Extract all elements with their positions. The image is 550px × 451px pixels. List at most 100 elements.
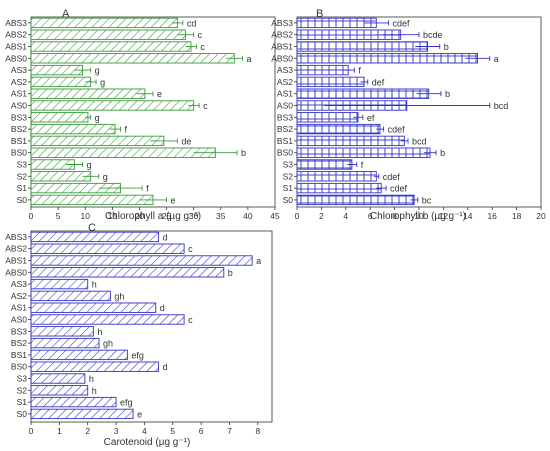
category-label: ABS1: [271, 42, 293, 52]
significance-letter: f: [146, 184, 149, 194]
bar-abs1: [30, 41, 192, 52]
bar-abs3: [30, 17, 178, 29]
bar-as0: [30, 314, 185, 325]
panel-b: B 0 2 4 6 8 10 12 14 16 18 20 ABS3 cdef ABS2 bcde ABS1 b…: [271, 8, 546, 222]
category-label: BS0: [277, 148, 293, 158]
panel-c-label: C: [88, 222, 96, 234]
significance-letter: b: [445, 89, 450, 99]
significance-letter: a: [256, 256, 261, 266]
bar-s1: [296, 182, 382, 194]
bar-s2: [30, 385, 89, 396]
significance-letter: c: [188, 315, 193, 325]
category-label: AS2: [11, 77, 27, 87]
panel-a-plot: 0 5 10 15 20 25 30 35 40 45 ABS3 cd ABS2 c ABS1 c ABS0 a A…: [5, 16, 280, 221]
category-label: BS1: [277, 136, 293, 146]
bar-abs2: [30, 29, 186, 40]
bar-s0: [296, 194, 415, 206]
significance-letter: efg: [131, 350, 144, 360]
category-label: AS3: [277, 65, 293, 75]
bar-abs1: [30, 255, 253, 266]
x-tick-label: 4: [142, 426, 147, 436]
category-label: BS3: [277, 112, 293, 122]
bar-bs1: [30, 135, 165, 147]
category-label: BS0: [11, 362, 27, 372]
bar-bs1: [296, 135, 405, 147]
panel-b-plot: 0 2 4 6 8 10 12 14 16 18 20 ABS3 cdef ABS2 bcde ABS1 b AB…: [271, 16, 546, 221]
significance-letter: ef: [367, 113, 375, 123]
bar-s3: [296, 159, 353, 170]
significance-letter: b: [444, 42, 449, 52]
bar-bs0: [30, 361, 160, 372]
bar-abs2: [30, 243, 185, 254]
significance-letter: cdef: [388, 125, 406, 135]
category-label: S3: [17, 160, 28, 170]
bar-as3: [296, 64, 349, 76]
significance-letter: c: [203, 101, 208, 111]
bar-as0: [30, 100, 195, 111]
x-tick-label: 18: [512, 211, 522, 221]
x-tick-label: 2: [85, 426, 90, 436]
bar-bs3: [296, 112, 359, 123]
category-label: AS2: [277, 77, 293, 87]
category-label: BS2: [277, 124, 293, 134]
category-label: AS1: [277, 89, 293, 99]
bar-bs0: [296, 147, 431, 158]
category-label: S1: [283, 183, 294, 193]
bar-abs0: [296, 53, 479, 64]
category-label: S2: [283, 171, 294, 181]
x-tick-label: 7: [227, 426, 232, 436]
significance-letter: gh: [103, 339, 113, 349]
x-tick-label: 0: [295, 211, 300, 221]
bar-as2: [296, 76, 365, 88]
significance-letter: de: [181, 136, 191, 146]
bar-as2: [30, 76, 92, 88]
x-tick-label: 40: [243, 211, 253, 221]
bar-as2: [30, 290, 111, 302]
x-tick-label: 5: [170, 426, 175, 436]
category-label: BS1: [11, 136, 27, 146]
bar-as1: [296, 88, 430, 99]
category-label: AS1: [11, 303, 27, 313]
significance-letter: gh: [114, 291, 124, 301]
significance-letter: bcd: [412, 136, 427, 146]
significance-letter: e: [137, 409, 142, 419]
x-tick-label: 15: [108, 211, 118, 221]
significance-letter: e: [157, 89, 162, 99]
bar-s2: [30, 171, 92, 182]
bar-bs1: [30, 349, 128, 361]
panel-a-label: A: [62, 8, 70, 20]
significance-letter: c: [188, 244, 193, 254]
significance-letter: g: [87, 160, 92, 170]
category-label: ABS3: [5, 18, 27, 28]
significance-letter: b: [228, 268, 233, 278]
significance-letter: b: [241, 148, 246, 158]
bar-abs0: [30, 53, 235, 64]
category-label: S1: [17, 183, 28, 193]
x-tick-label: 3: [114, 426, 119, 436]
panel-b-label: B: [316, 8, 323, 20]
bar-bs2: [30, 123, 116, 135]
significance-letter: d: [163, 232, 168, 242]
bar-bs2: [30, 337, 100, 349]
category-label: BS3: [11, 326, 27, 336]
category-label: ABS1: [5, 256, 27, 266]
panel-c: C 0 1 2 3 4 5 6 7 8 ABS3 d ABS2 c ABS1 a ABS0 b AS3 h AS2 gh…: [5, 222, 273, 448]
category-label: ABS2: [271, 30, 293, 40]
significance-letter: f: [124, 125, 127, 135]
x-tick-label: 2: [319, 211, 324, 221]
category-label: AS0: [277, 101, 293, 111]
significance-letter: d: [160, 303, 165, 313]
category-label: AS0: [11, 101, 27, 111]
category-label: ABS0: [5, 267, 27, 277]
significance-letter: bcd: [494, 101, 509, 111]
category-label: S0: [283, 195, 294, 205]
category-label: AS3: [11, 65, 27, 75]
significance-letter: bc: [422, 195, 432, 205]
significance-letter: cdef: [393, 18, 411, 28]
bar-bs0: [30, 147, 216, 158]
significance-letter: c: [198, 30, 203, 40]
bar-s0: [30, 408, 134, 420]
significance-letter: g: [103, 172, 108, 182]
bar-bs3: [30, 112, 89, 123]
